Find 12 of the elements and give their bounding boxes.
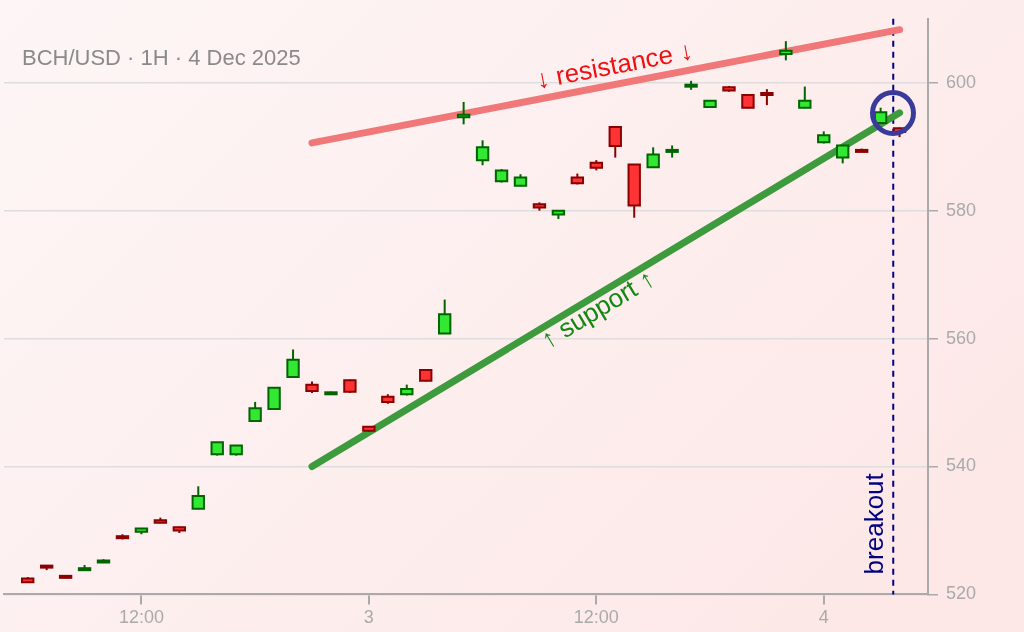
x-tick-label: 12:00: [118, 607, 164, 628]
y-tick-label: 600: [946, 71, 977, 92]
text: ↓ resistance ↓: [533, 35, 696, 95]
y-tick-label: 520: [946, 583, 977, 604]
x-tick-label: 3: [363, 607, 374, 628]
ref-line-label: breakout: [859, 472, 890, 575]
text: BCH/USD · 1H · 4 Dec 2025: [22, 44, 301, 70]
x-tick-label: 12:00: [573, 607, 619, 628]
x-tick-label: 4: [818, 607, 829, 628]
y-tick-label: 560: [946, 327, 977, 348]
y-tick-label: 540: [946, 455, 977, 476]
y-tick-label: 580: [946, 199, 977, 220]
